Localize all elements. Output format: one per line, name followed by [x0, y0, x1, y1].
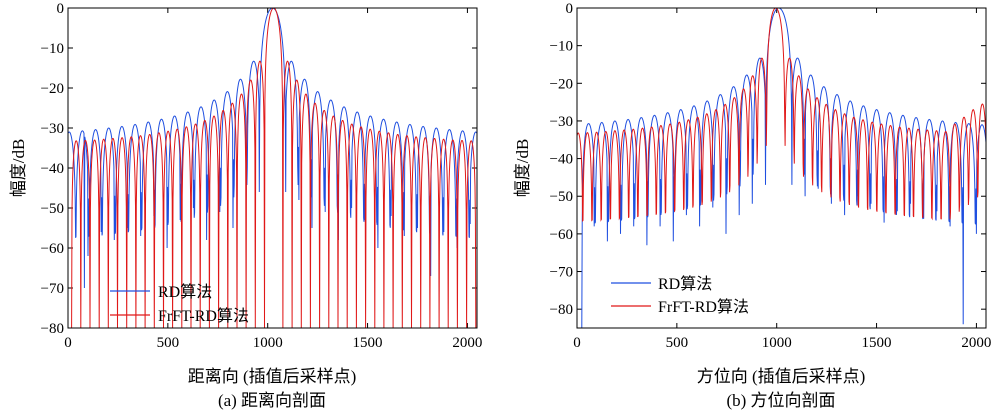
y-tick-label: −80 [41, 321, 64, 337]
caption-a: (a) 距离向剖面 [218, 391, 326, 410]
y-tick-label: −60 [550, 227, 573, 243]
legend-box-b [601, 270, 781, 320]
y-tick-label: −70 [550, 265, 573, 281]
y-tick-label: −30 [41, 121, 64, 137]
x-axis-label-b: 方位向 (插值后采样点) [697, 367, 866, 386]
x-tick-label: 1500 [862, 335, 892, 351]
x-tick-label: 1000 [253, 335, 283, 351]
y-tick-label: −10 [41, 41, 64, 57]
y-tick-label: −10 [550, 39, 573, 55]
y-tick-label: −70 [41, 281, 64, 297]
y-tick-label: −50 [550, 189, 573, 205]
y-tick-label: −60 [41, 241, 64, 257]
y-axis-label-b: 幅度/dB [513, 139, 532, 198]
y-tick-label: −20 [550, 76, 573, 92]
series-frft-line-b [576, 7, 987, 222]
y-tick-label: −80 [550, 302, 573, 318]
y-tick-label: 0 [57, 1, 65, 17]
legend-label-rd-a: RD算法 [158, 282, 212, 301]
y-axis-label-a: 幅度/dB [9, 139, 28, 198]
axes-frame-b [576, 7, 987, 329]
legend-a: RD算法 FrFT-RD算法 [110, 282, 249, 325]
x-tick-label: 1000 [762, 335, 792, 351]
series-rd-line-b [577, 7, 987, 329]
y-tick-label: −20 [41, 81, 64, 97]
y-tick-label: −30 [550, 114, 573, 130]
x-tick-label: 0 [64, 335, 72, 351]
panel-a: 0 −10 −20 −30 −40 −50 −60 −70 −80 0 500 1000 1500 20… [9, 1, 482, 410]
legend-label-rd-b: RD算法 [658, 274, 712, 293]
x-tick-label: 500 [666, 335, 689, 351]
x-tick-label: 1500 [353, 335, 383, 351]
x-tick-label: 0 [573, 335, 581, 351]
y-tick-label: −40 [41, 161, 64, 177]
x-axis-label-a: 距离向 (插值后采样点) [188, 367, 357, 386]
caption-b: (b) 方位向剖面 [726, 391, 835, 410]
series-frft-line-a [68, 7, 477, 329]
axes-frame-a [67, 7, 478, 329]
legend-label-frft-b: FrFT-RD算法 [658, 297, 749, 316]
legend-label-frft-a: FrFT-RD算法 [158, 306, 249, 325]
y-tick-label: −50 [41, 201, 64, 217]
legend-b: RD算法 FrFT-RD算法 [601, 270, 781, 320]
x-tick-label: 500 [157, 335, 180, 351]
x-tick-label: 2000 [961, 335, 991, 351]
y-tick-label: 0 [566, 1, 574, 17]
y-tick-label: −40 [550, 152, 573, 168]
x-tick-label: 2000 [452, 335, 482, 351]
panel-b: 0 −10 −20 −30 −40 −50 −60 −70 −80 0 500 1000 1500 20… [513, 1, 991, 410]
